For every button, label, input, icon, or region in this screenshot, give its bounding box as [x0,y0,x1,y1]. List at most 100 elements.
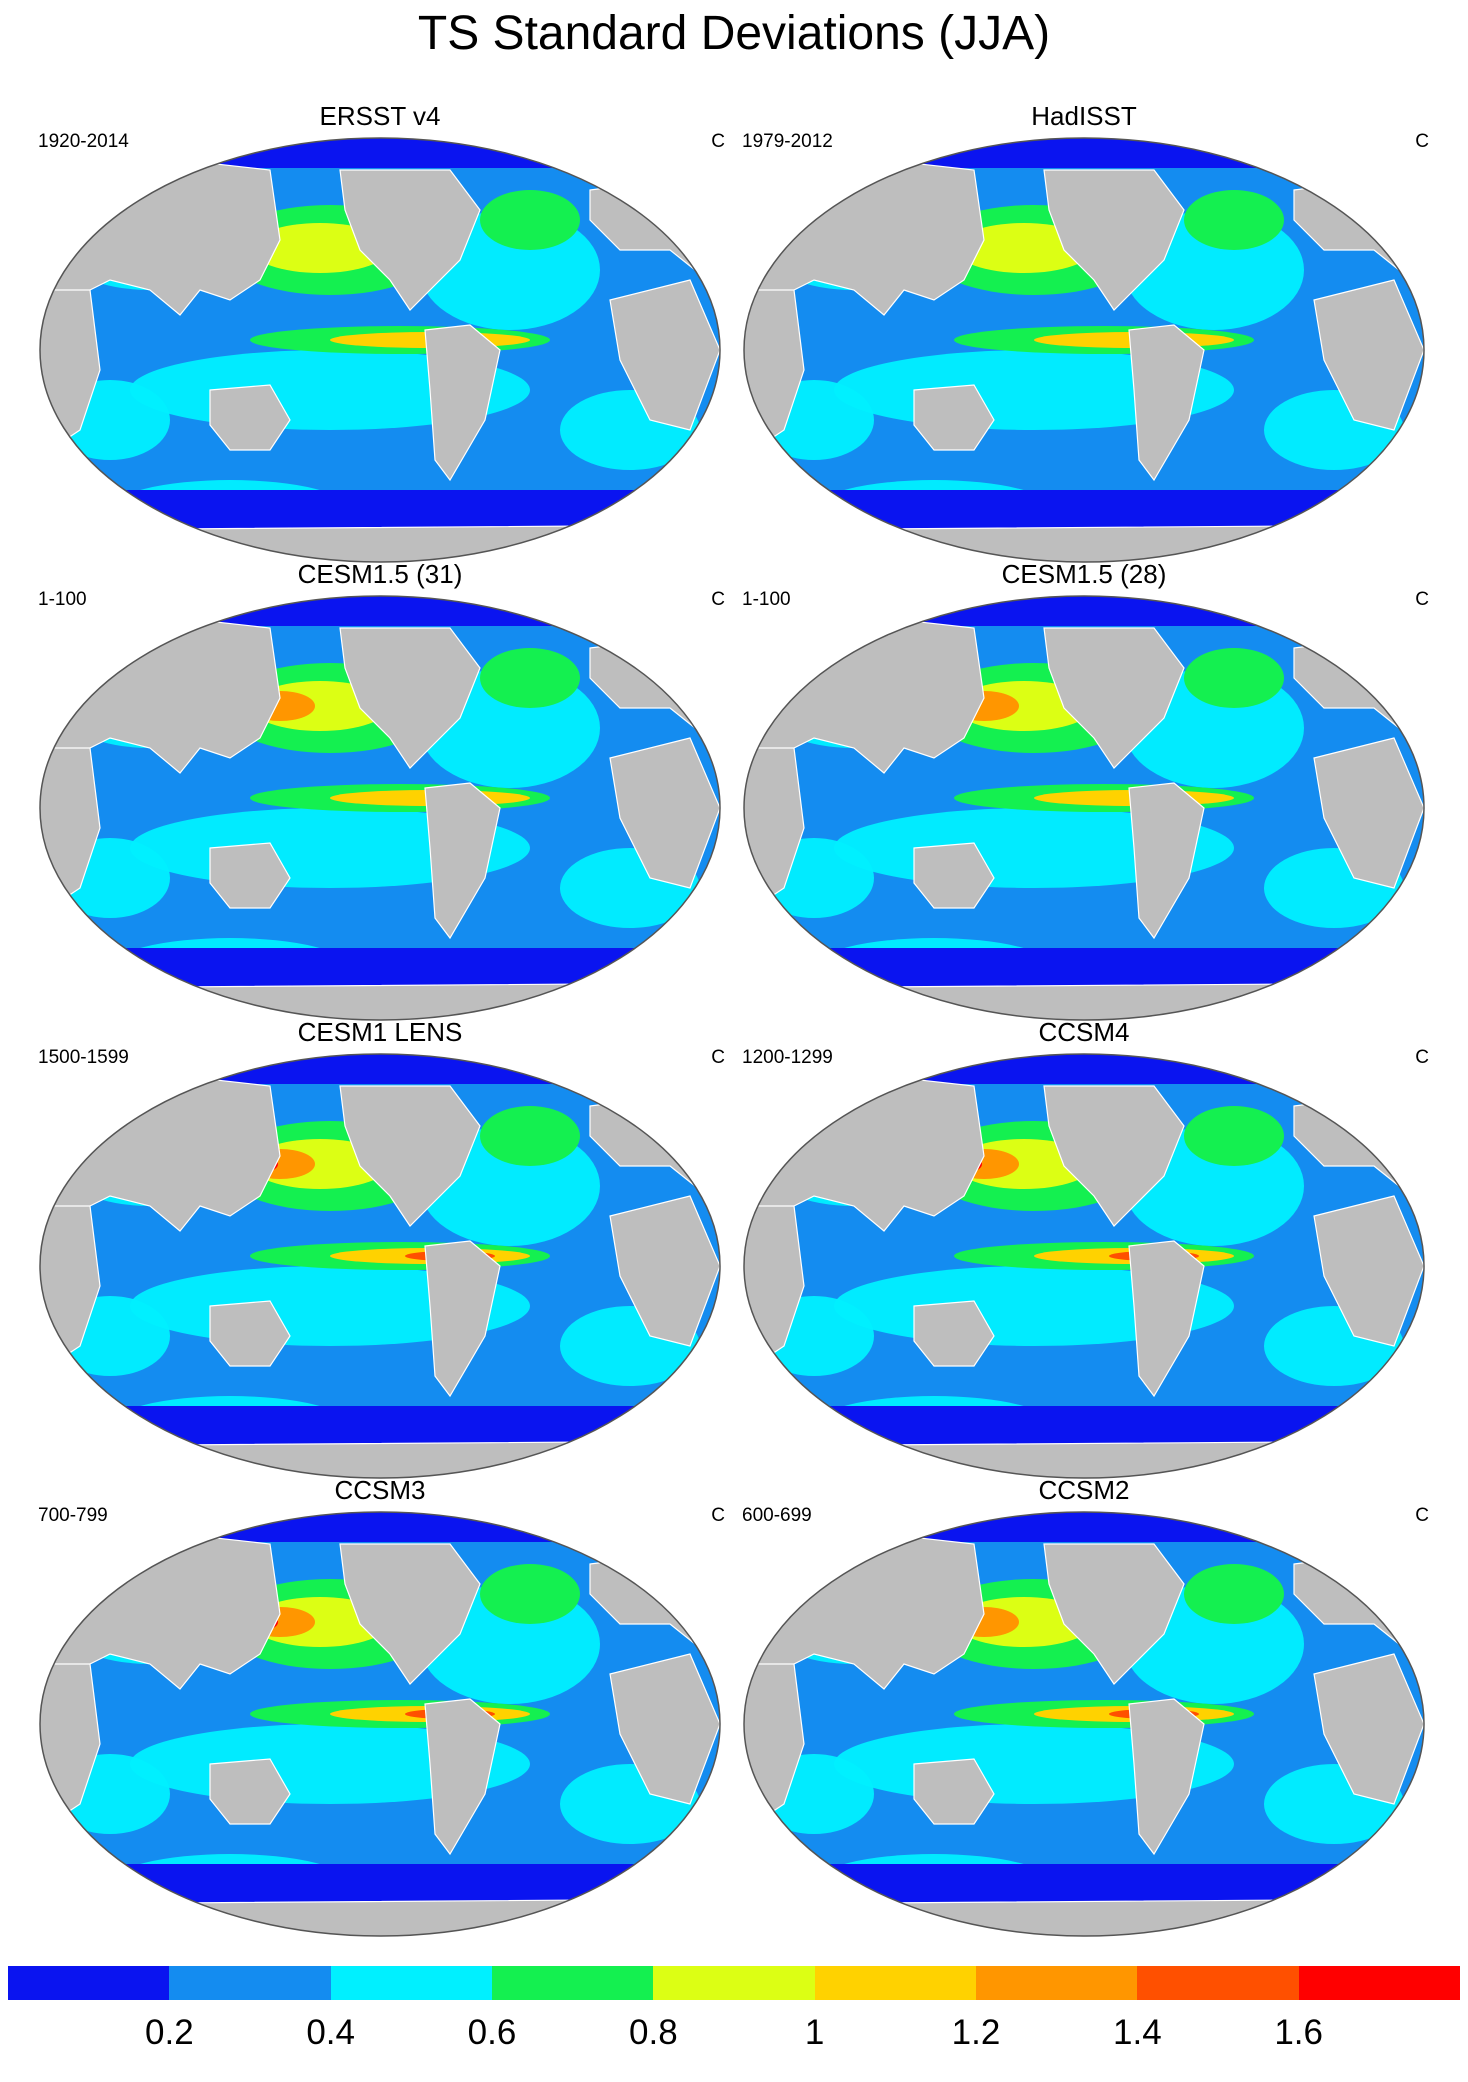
land-mass [1128,782,1205,940]
land-mass [609,1195,720,1347]
land-mass [339,169,481,311]
colorbar-swatch [976,1966,1138,2000]
panel-period: 1920-2014 [38,131,129,152]
world-map [743,137,1425,563]
map-panel-ersst-v4: ERSST v4 1920-2014 C [30,100,730,570]
panel-period: 1500-1599 [38,1047,129,1068]
map-panel-cesm1-5-31: CESM1.5 (31) 1-100 C [30,558,730,1028]
map-panel-ccsm4: CCSM4 1200-1299 C [734,1016,1434,1486]
map-outline [743,595,1425,1021]
land-mass [209,842,291,909]
land-mass [609,1653,720,1805]
land-mass [209,1300,291,1367]
panel-period: 1-100 [742,589,791,610]
land-mass [1313,1653,1424,1805]
world-map [743,1053,1425,1479]
colorbar-swatch [169,1966,332,2000]
land-mass [913,842,995,909]
map-panel-hadisst: HadISST 1979-2012 C [734,100,1434,570]
land-mass [609,279,720,431]
panel-title: CCSM3 [334,1475,426,1505]
world-map [39,137,721,563]
land-mass [209,1758,291,1825]
land-mass [1043,627,1185,769]
land-mass [209,384,291,451]
map-panel-cesm1-lens: CESM1 LENS 1500-1599 C [30,1016,730,1486]
panel-period: 1979-2012 [742,131,833,152]
map-panel-cesm1-5-28: CESM1.5 (28) 1-100 C [734,558,1434,1028]
panel-period: 1200-1299 [742,1047,833,1068]
land-mass [1313,737,1424,889]
map-outline [743,1053,1425,1479]
colorbar-tick-label: 1.6 [1274,2013,1323,2052]
world-map [743,1511,1425,1937]
world-map [743,595,1425,1021]
land-mass [913,384,995,451]
land-mass [339,627,481,769]
land-mass [424,782,501,940]
map-outline [39,1053,721,1479]
panel-period: 600-699 [742,1505,812,1526]
map-outline [39,137,721,563]
land-mass [744,1898,1424,1936]
map-panel-ccsm3: CCSM3 700-799 C [30,1474,730,1944]
land-mass [1128,1698,1205,1856]
colorbar-tick-label: 1.2 [951,2013,1001,2052]
colorbar-swatch [1298,1966,1461,2000]
panel-title: CESM1.5 (31) [297,559,463,589]
map-outline [39,595,721,1021]
land-mass [339,1543,481,1685]
panel-period: 1-100 [38,589,87,610]
panel-unit: C [1415,1505,1429,1526]
world-map [39,1511,721,1937]
panel-title: ERSST v4 [319,101,441,131]
figure-title: TS Standard Deviations (JJA) [417,7,1051,60]
colorbar-tick-label: 0.8 [629,2013,678,2052]
land-mass [1043,1085,1185,1227]
panel-unit: C [1415,589,1429,610]
map-outline [743,1511,1425,1937]
land-mass [424,1240,501,1398]
land-mass [40,1898,720,1936]
colorbar-tick-label: 0.2 [145,2013,194,2052]
panel-unit: C [711,1047,725,1068]
land-mass [339,1085,481,1227]
land-mass [609,737,720,889]
panel-unit: C [1415,1047,1429,1068]
panel-title: CCSM2 [1038,1475,1130,1505]
land-mass [1043,1543,1185,1685]
land-mass [913,1758,995,1825]
colorbar-swatch [653,1966,816,2000]
panel-title: CCSM4 [1038,1017,1130,1047]
land-mass [913,1300,995,1367]
land-mass [1128,324,1205,482]
land-mass [1043,169,1185,311]
map-outline [743,137,1425,563]
land-mass [1313,1195,1424,1347]
colorbar-swatch [814,1966,977,2000]
panel-unit: C [711,131,725,152]
colorbar-swatch [330,1966,493,2000]
colorbar-swatch [492,1966,654,2000]
world-map [39,595,721,1021]
world-map [39,1053,721,1479]
colorbar-tick-label: 1.4 [1113,2013,1162,2052]
panel-unit: C [711,589,725,610]
land-mass [424,324,501,482]
panel-unit: C [1415,131,1429,152]
colorbar-swatch [1137,1966,1300,2000]
colorbar-swatch [8,1966,170,2000]
panel-title: HadISST [1031,101,1137,131]
colorbar-legend: 0.2 0.4 0.6 0.8 1 1.2 1.4 1.6 [8,1966,1461,2076]
panel-period: 700-799 [38,1505,108,1526]
land-mass [1313,279,1424,431]
colorbar-tick-label: 1 [804,2013,825,2052]
colorbar-tick-label: 0.6 [467,2013,517,2052]
land-mass [424,1698,501,1856]
colorbar-tick-label: 0.4 [306,2013,355,2052]
map-outline [39,1511,721,1937]
panel-unit: C [711,1505,725,1526]
panel-title: CESM1.5 (28) [1001,559,1167,589]
land-mass [1128,1240,1205,1398]
panel-title: CESM1 LENS [297,1017,463,1047]
